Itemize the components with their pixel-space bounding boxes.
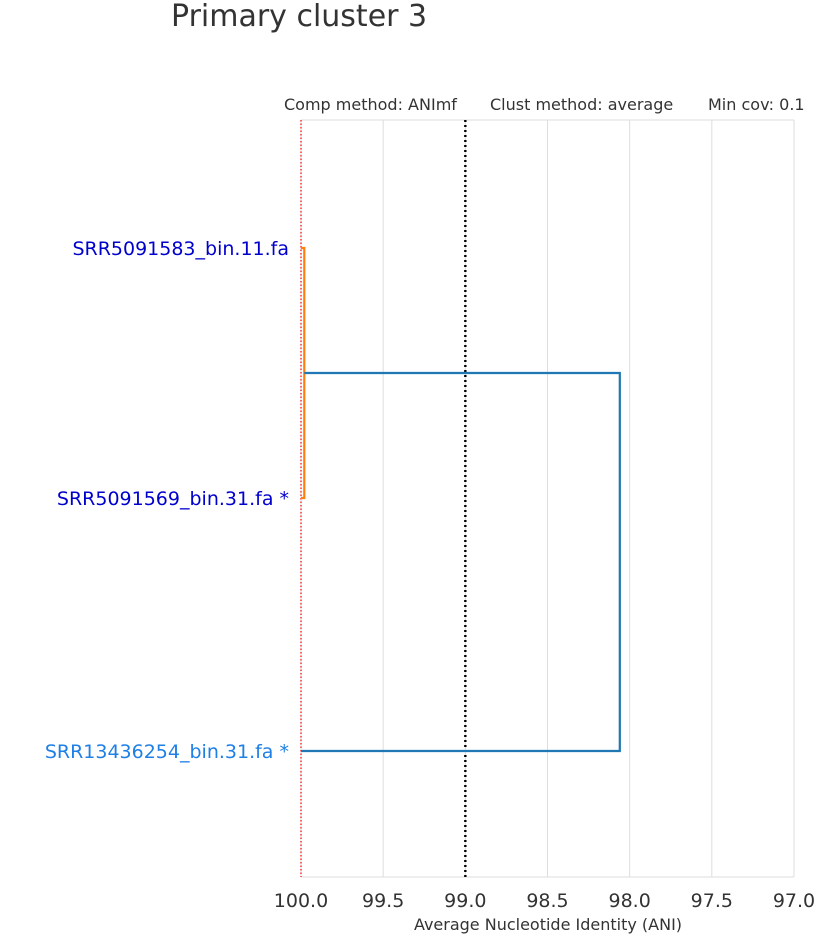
- x-tick-label-5: 97.5: [691, 890, 733, 912]
- x-tick-label-4: 98.0: [609, 890, 651, 912]
- x-axis-label: Average Nucleotide Identity (ANI): [414, 915, 682, 934]
- grid-lines: [300, 119, 795, 878]
- leaf-label-0: SRR5091583_bin.11.fa: [72, 238, 289, 260]
- leaf-labels: SRR5091583_bin.11.fa SRR5091569_bin.31.fa…: [45, 238, 289, 763]
- min-cov-annotation: Min cov: 0.1: [708, 95, 805, 114]
- x-tick-label-2: 99.0: [444, 890, 486, 912]
- dendrogram-links: [301, 246, 621, 753]
- x-tick-label-0: 100.0: [274, 890, 328, 912]
- x-tick-label-1: 99.5: [362, 890, 404, 912]
- x-tick-label-6: 97.0: [773, 890, 815, 912]
- dendrogram-link-merge-2: [301, 371, 621, 753]
- clust-method-annotation: Clust method: average: [490, 95, 673, 114]
- comp-method-annotation: Comp method: ANImf: [284, 95, 457, 114]
- x-tick-labels: 100.0 99.5 99.0 98.5 98.0 97.5 97.0: [274, 890, 815, 912]
- x-tick-label-3: 98.5: [526, 890, 568, 912]
- chart-title: Primary cluster 3: [171, 0, 427, 34]
- leaf-label-1: SRR5091569_bin.31.fa *: [57, 488, 289, 510]
- leaf-label-2: SRR13436254_bin.31.fa *: [45, 741, 289, 763]
